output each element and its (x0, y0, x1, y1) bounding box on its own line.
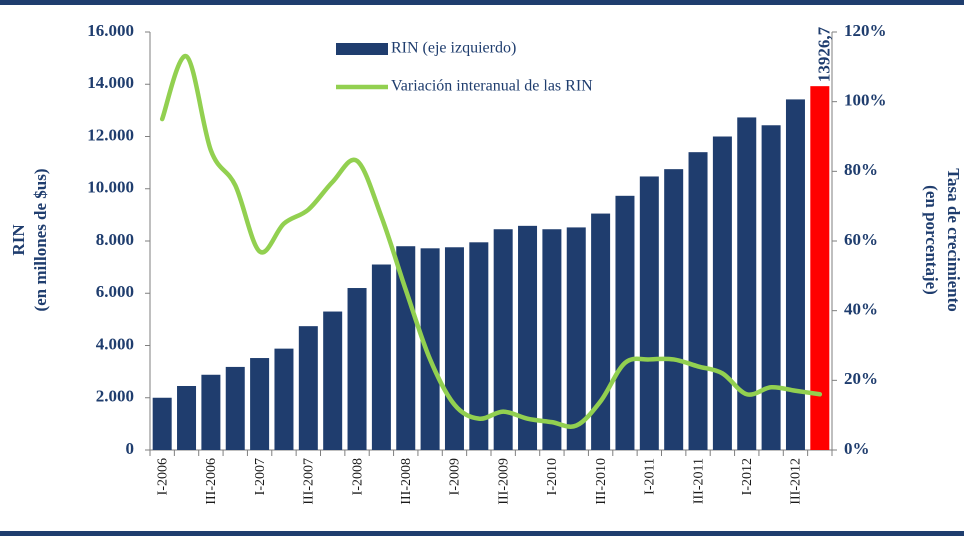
x-tick-label: III-2011 (691, 458, 706, 504)
bar (712, 136, 732, 450)
bar (639, 176, 659, 450)
bar (201, 374, 221, 450)
bar (493, 229, 513, 450)
bar (323, 311, 343, 450)
bar (298, 326, 318, 450)
x-tick-label: I-2011 (643, 458, 658, 495)
y-tick-label: 8.000 (96, 230, 134, 249)
x-tick-label: III-2006 (204, 458, 219, 505)
y2-tick-label: 80% (844, 160, 878, 179)
bar (688, 152, 708, 451)
x-tick-label: I-2006 (155, 458, 170, 495)
legend-label: Variación interanual de las RIN (391, 78, 593, 95)
bar (591, 213, 611, 450)
y2-tick-label: 20% (844, 369, 878, 388)
y2-tick-label: 40% (844, 300, 878, 319)
x-tick-label: I-2008 (350, 458, 365, 495)
y-tick-label: 6.000 (96, 282, 134, 301)
y-axis-title: RIN (9, 224, 28, 256)
y-tick-label: 10.000 (87, 178, 134, 197)
bar (371, 264, 391, 450)
x-tick-label: I-2012 (740, 458, 755, 495)
bar (347, 288, 367, 450)
y2-tick-label: 60% (844, 230, 878, 249)
data-label: 13926,7 (815, 26, 834, 82)
x-tick-label: III-2009 (496, 458, 511, 505)
y2-tick-label: 0% (844, 439, 870, 458)
y-tick-label: 12.000 (87, 125, 134, 144)
bottom-band (0, 531, 964, 536)
bar (785, 99, 805, 450)
bar (737, 117, 757, 451)
y2-axis-title: Tasa de crecimiento (944, 168, 963, 312)
y2-tick-label: 120% (844, 21, 887, 40)
y-tick-label: 14.000 (87, 73, 134, 92)
bar (444, 247, 464, 450)
y2-axis-title: (en porcentaje) (922, 185, 941, 295)
x-tick-label: I-2010 (545, 458, 560, 495)
bar (664, 169, 684, 450)
x-tick-label: III-2012 (789, 458, 804, 505)
bar (274, 348, 294, 450)
bar (542, 229, 562, 450)
y-tick-label: 2.000 (96, 387, 134, 406)
bar (615, 195, 635, 450)
bar (250, 358, 270, 450)
bar (566, 227, 586, 450)
y-axis-title: (en millones de $us) (31, 168, 50, 311)
x-tick-label: I-2009 (448, 458, 463, 495)
bar (152, 397, 172, 450)
bar (469, 242, 489, 450)
legend-swatch (336, 43, 388, 55)
line (159, 54, 823, 429)
y-tick-label: 0 (126, 439, 135, 458)
y2-tick-label: 100% (844, 91, 887, 110)
bar (177, 385, 197, 450)
bar (225, 366, 245, 450)
y-tick-label: 16.000 (87, 21, 134, 40)
y-tick-label: 4.000 (96, 334, 134, 353)
x-tick-label: III-2008 (399, 458, 414, 505)
bar (761, 125, 781, 451)
x-tick-label: III-2010 (594, 458, 609, 505)
bar (518, 225, 538, 450)
bar (420, 248, 440, 450)
x-tick-label: III-2007 (302, 458, 317, 505)
bar (810, 86, 830, 450)
top-band (0, 0, 964, 5)
x-tick-label: I-2007 (253, 458, 268, 495)
legend-label: RIN (eje izquierdo) (391, 40, 516, 57)
